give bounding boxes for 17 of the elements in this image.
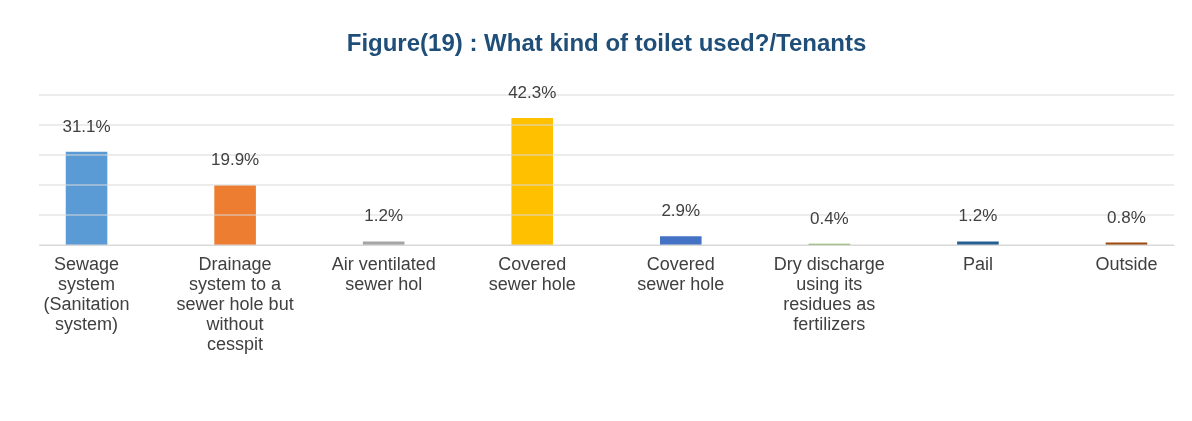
x-tick-label: Drainage system to a sewer hole but without cesspit (176, 253, 294, 354)
data-label: 31.1% (62, 116, 111, 136)
data-label: 0.8% (1107, 207, 1146, 227)
data-label: 1.2% (958, 206, 998, 226)
x-tick-label: Sewage system (Sanitation system) (43, 253, 130, 334)
chart-title: Figure(19) : What kind of toilet used?/Tenants (346, 29, 867, 57)
data-label: 19.9% (211, 150, 260, 170)
x-tick-label: Outside (1095, 253, 1158, 274)
x-tick-label: Covered sewer hole (637, 253, 725, 294)
x-tick-label: Air ventilated sewer hol (331, 253, 436, 294)
data-label: 2.9% (661, 201, 701, 221)
data-label: 42.3% (508, 83, 557, 103)
x-tick-label: Dry discharge using its residues as fertilizers (773, 253, 885, 334)
x-tick-label: Covered sewer hole (488, 253, 576, 294)
x-tick-label: Pail (962, 253, 993, 274)
data-label: 0.4% (809, 208, 849, 228)
data-label: 1.2% (364, 206, 404, 226)
